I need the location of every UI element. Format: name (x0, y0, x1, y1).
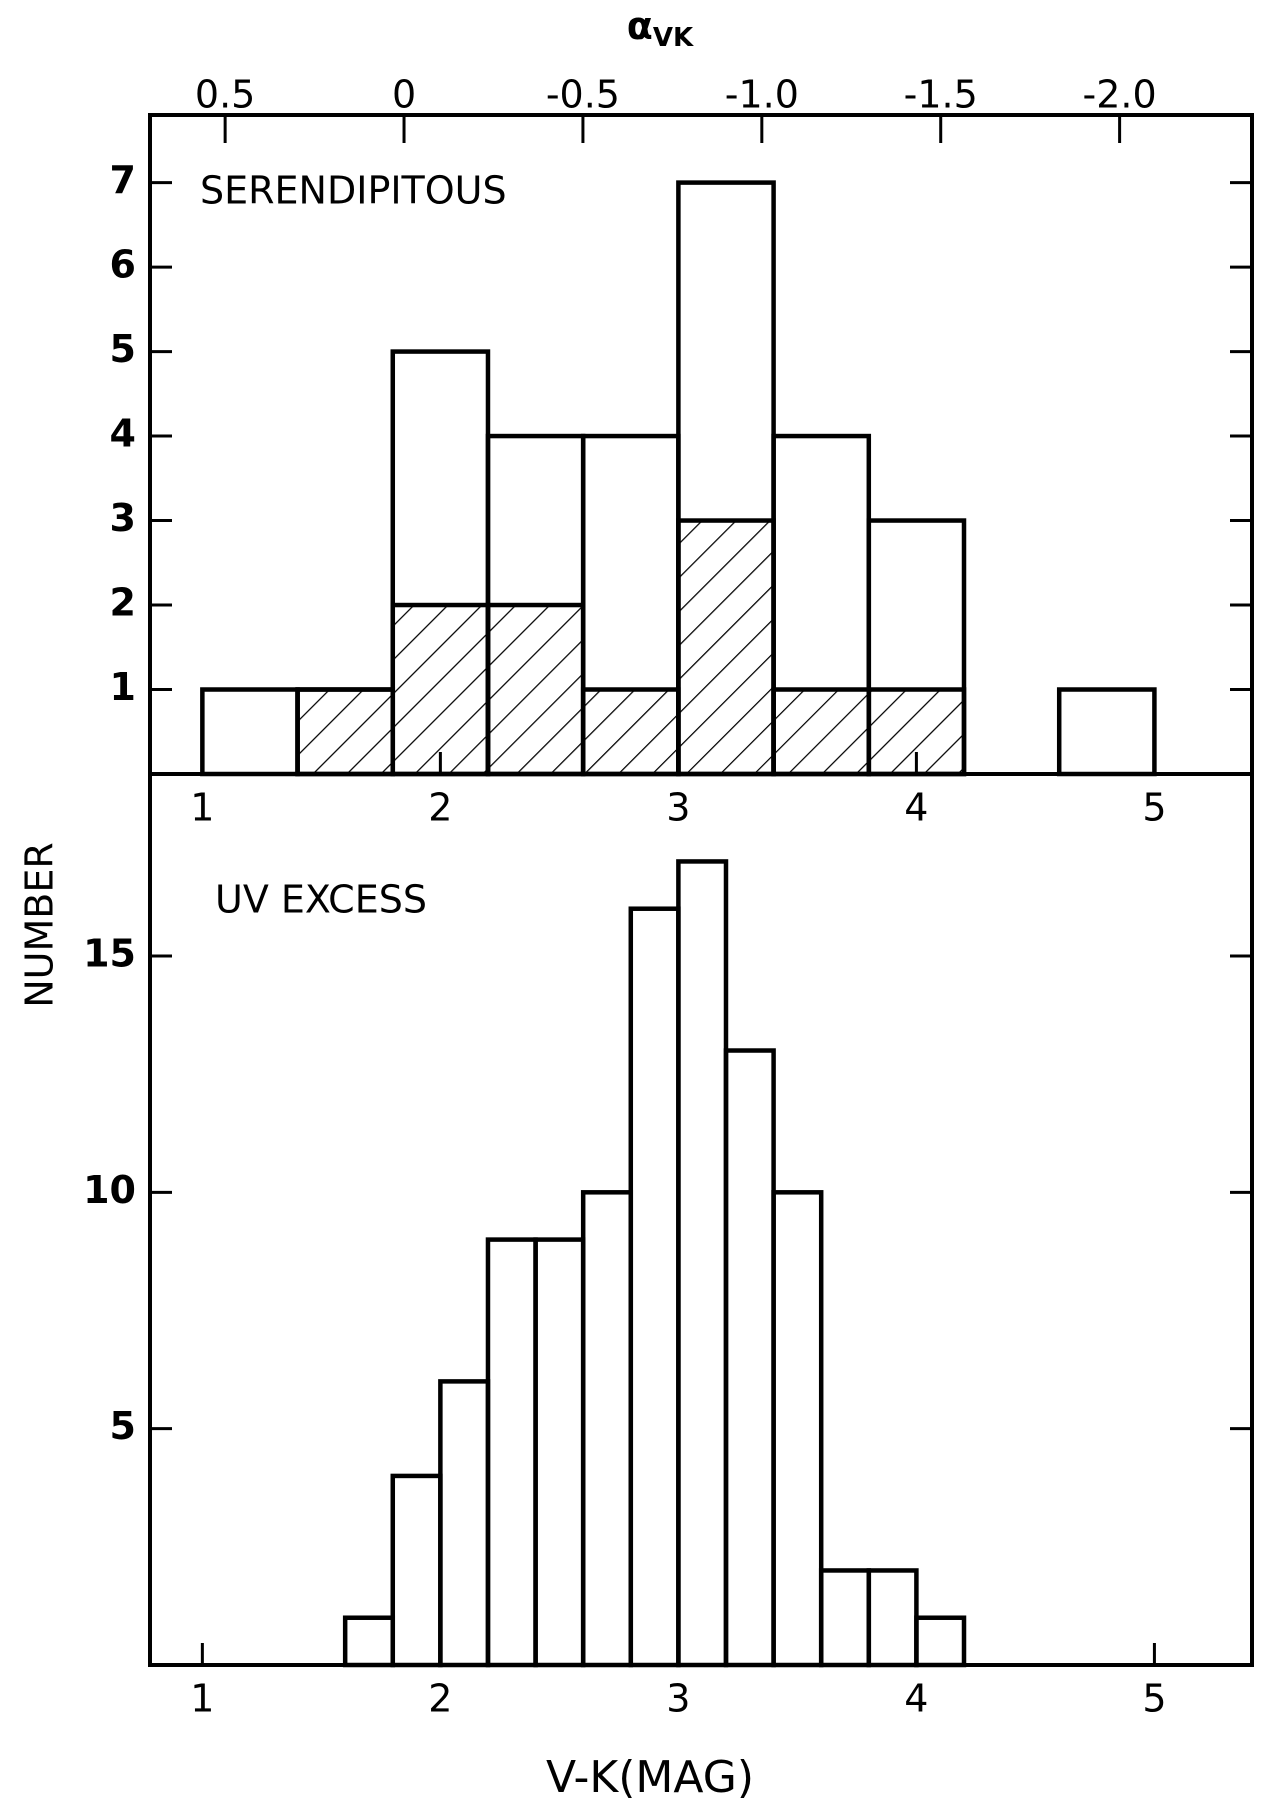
plot-frame (148, 772, 1254, 1667)
bar (200, 687, 300, 777)
x-tick-label: 2 (428, 1677, 452, 1721)
bar (342, 1615, 396, 1668)
y-tick-label: 7 (110, 158, 136, 202)
y-tick-label: 1 (110, 665, 136, 709)
x-tick-label: 4 (904, 786, 928, 830)
y-tick-label: 10 (83, 1168, 136, 1212)
annotation: SERENDIPITOUS (200, 169, 507, 213)
x2-tick-label: -2.0 (1083, 73, 1157, 117)
hatched-bar (390, 602, 491, 777)
x2-tick-label: 0 (392, 73, 416, 117)
y-tick-label: 4 (110, 412, 136, 456)
bar (771, 1190, 824, 1668)
bar (866, 1568, 919, 1668)
hatched-bar (580, 687, 681, 777)
y-tick-label: 15 (83, 931, 136, 975)
x2-tick-label: -0.5 (546, 73, 620, 117)
bar (485, 1237, 538, 1668)
bar (676, 859, 729, 1668)
bar (438, 1379, 491, 1668)
y-tick-label: 6 (110, 243, 136, 287)
hatched-bar (485, 602, 586, 777)
bar (533, 1237, 586, 1668)
bar (723, 1048, 776, 1668)
x2-tick-label: 0.5 (195, 73, 255, 117)
x-tick-label: 3 (666, 786, 690, 830)
x-tick-label: 1 (190, 1677, 214, 1721)
x2-tick-label: -1.0 (725, 73, 799, 117)
hatched-bar (295, 687, 396, 777)
annotation: UV EXCESS (215, 878, 427, 922)
y-tick-label: 5 (110, 327, 136, 371)
bar (914, 1615, 967, 1668)
x-tick-label: 5 (1142, 786, 1166, 830)
x-tick-label: 2 (428, 786, 452, 830)
x-tick-label: 1 (190, 786, 214, 830)
y-tick-label: 5 (110, 1404, 136, 1448)
x2-label-sub: VK (653, 23, 694, 53)
bar (390, 1473, 443, 1668)
x2-tick-label: -1.5 (904, 73, 978, 117)
x-tick-label: 4 (904, 1677, 928, 1721)
x-tick-label: 5 (1142, 1677, 1166, 1721)
hatched-bar (676, 518, 776, 777)
bar (628, 906, 681, 1668)
x-tick-label: 3 (666, 1677, 690, 1721)
bar (1056, 687, 1157, 777)
x2-axis-label: αVK (627, 4, 694, 53)
hatched-bar (771, 687, 872, 777)
y-tick-label: 3 (110, 496, 136, 540)
bar (818, 1568, 872, 1668)
x-axis-label: V-K(MAG) (546, 1752, 754, 1803)
bar (580, 1190, 634, 1668)
x2-label-main: α (627, 4, 653, 48)
y-tick-label: 2 (110, 581, 136, 625)
y-axis-label: NUMBER (18, 842, 62, 1008)
